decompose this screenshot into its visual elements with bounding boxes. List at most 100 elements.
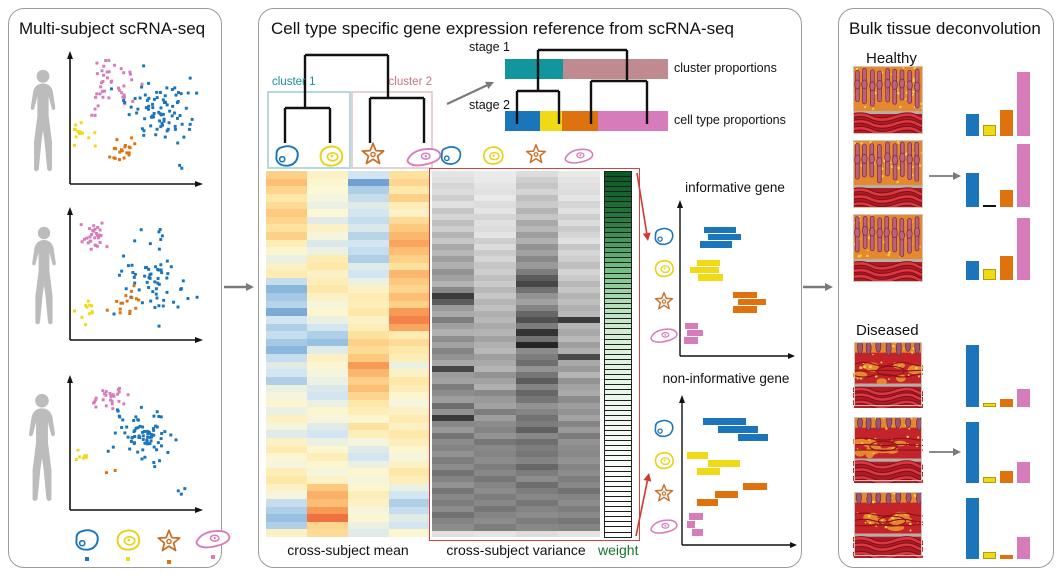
weight-cell bbox=[605, 410, 631, 416]
weight-cell bbox=[605, 339, 631, 345]
proportion-bar-orange bbox=[1000, 256, 1013, 280]
weight-cell bbox=[605, 304, 631, 310]
heatmap-cell bbox=[558, 506, 600, 513]
weight-cell bbox=[605, 263, 631, 269]
scatter-point-orange bbox=[105, 471, 109, 475]
heatmap-cell bbox=[432, 414, 474, 421]
scatter-point-blue bbox=[143, 117, 147, 121]
heatmap-cell bbox=[389, 293, 430, 301]
weight-cell bbox=[605, 415, 631, 421]
scatter-point-blue bbox=[156, 277, 160, 281]
heatmap-cell bbox=[474, 305, 516, 312]
heatmap-cell bbox=[307, 437, 348, 446]
heatmap-cell bbox=[558, 244, 600, 251]
heatmap-row bbox=[266, 308, 430, 316]
heatmap-cell bbox=[348, 323, 389, 332]
heatmap-cell bbox=[348, 277, 389, 286]
heatmap-cell bbox=[474, 451, 516, 458]
weight-cell bbox=[605, 324, 631, 330]
proportion-bar-yellow bbox=[983, 205, 996, 207]
heatmap-cell bbox=[516, 390, 558, 397]
heatmap-cell bbox=[389, 468, 430, 476]
scatter-point-blue bbox=[176, 100, 180, 104]
heatmap-cell bbox=[474, 390, 516, 397]
healthy-tissue-image-1 bbox=[853, 66, 923, 134]
heatmap-cell bbox=[432, 439, 474, 446]
heatmap-row bbox=[266, 216, 430, 225]
cell-type-legend bbox=[71, 527, 241, 564]
scatter-point-blue bbox=[155, 127, 159, 131]
scatter-point-blue bbox=[136, 418, 140, 422]
scatter-point-blue bbox=[125, 425, 129, 429]
legend-dot-blue bbox=[85, 557, 89, 561]
scatter-point-blue bbox=[152, 460, 156, 464]
heatmap-row bbox=[432, 457, 600, 464]
scatter-point-yellow bbox=[73, 127, 76, 131]
scatter-point-blue bbox=[153, 465, 157, 469]
scatter-point-pink bbox=[101, 79, 105, 83]
heatmap-row bbox=[266, 369, 430, 377]
scatter-point-pink bbox=[98, 228, 102, 232]
heatmap-cell bbox=[516, 396, 558, 403]
heatmap-cell bbox=[432, 469, 474, 476]
scatter-point-blue bbox=[179, 492, 183, 496]
weight-cell bbox=[605, 248, 631, 254]
scatter-point-blue bbox=[160, 234, 164, 238]
scatter-point-pink bbox=[108, 392, 112, 396]
heatmap-row bbox=[432, 341, 600, 348]
scatter-point-blue bbox=[152, 414, 156, 418]
scatter-point-blue bbox=[147, 104, 151, 108]
heatmap-cell bbox=[558, 238, 600, 245]
scatter-point-blue bbox=[147, 430, 151, 434]
heatmap-cell bbox=[389, 521, 430, 530]
heatmap-row bbox=[266, 171, 430, 179]
scatter-point-blue bbox=[173, 86, 177, 90]
heatmap-row bbox=[266, 178, 430, 187]
heatmap-cell bbox=[474, 171, 516, 178]
heatmap-row bbox=[266, 476, 430, 484]
heatmap-cell bbox=[389, 415, 430, 423]
cell-type-dendrogram bbox=[267, 53, 433, 169]
heatmap-cell bbox=[266, 308, 307, 316]
weight-cell bbox=[605, 319, 631, 325]
heatmap-row bbox=[432, 177, 600, 184]
scatter-point-blue bbox=[155, 296, 159, 300]
heatmap-row bbox=[266, 453, 430, 461]
heatmap-row bbox=[266, 399, 430, 408]
heatmap-cell bbox=[474, 366, 516, 373]
weight-cell bbox=[605, 359, 631, 365]
scatter-point-blue bbox=[142, 64, 146, 68]
heatmap-row bbox=[432, 201, 600, 208]
heatmap-row bbox=[266, 193, 430, 202]
scatter-point-blue bbox=[165, 290, 169, 294]
heatmap-cell bbox=[307, 399, 348, 408]
weight-cell bbox=[605, 430, 631, 437]
expression-range-bar-yellow bbox=[690, 267, 719, 274]
scatter-point-blue bbox=[140, 127, 144, 131]
proportion-bar-yellow bbox=[983, 125, 996, 136]
scatter-point-orange bbox=[132, 284, 136, 288]
proportion-bar-pink bbox=[1017, 72, 1030, 136]
yellow-cell-icon bbox=[116, 529, 141, 551]
blue-cell-icon bbox=[75, 529, 99, 551]
heatmap-cell bbox=[474, 463, 516, 470]
heatmap-cell bbox=[558, 384, 600, 391]
heatmap-cell bbox=[474, 201, 516, 208]
heatmap-cell bbox=[266, 293, 307, 301]
heatmap-cell bbox=[432, 481, 474, 488]
heatmap-cell bbox=[432, 195, 474, 202]
heatmap-cell bbox=[266, 247, 307, 255]
heatmap-cell bbox=[266, 491, 307, 499]
scatter-point-blue bbox=[183, 487, 187, 491]
scatter-point-yellow bbox=[74, 123, 78, 127]
heatmap-row bbox=[432, 317, 600, 324]
heatmap-cell bbox=[558, 366, 600, 373]
heatmap-row bbox=[266, 300, 430, 309]
heatmap-cell bbox=[474, 280, 516, 287]
heatmap-cell bbox=[432, 378, 474, 385]
pink-cell-icon bbox=[564, 148, 594, 164]
heatmap-cell bbox=[474, 177, 516, 184]
heatmap-cell bbox=[389, 193, 430, 202]
scatter-point-blue bbox=[138, 424, 142, 428]
